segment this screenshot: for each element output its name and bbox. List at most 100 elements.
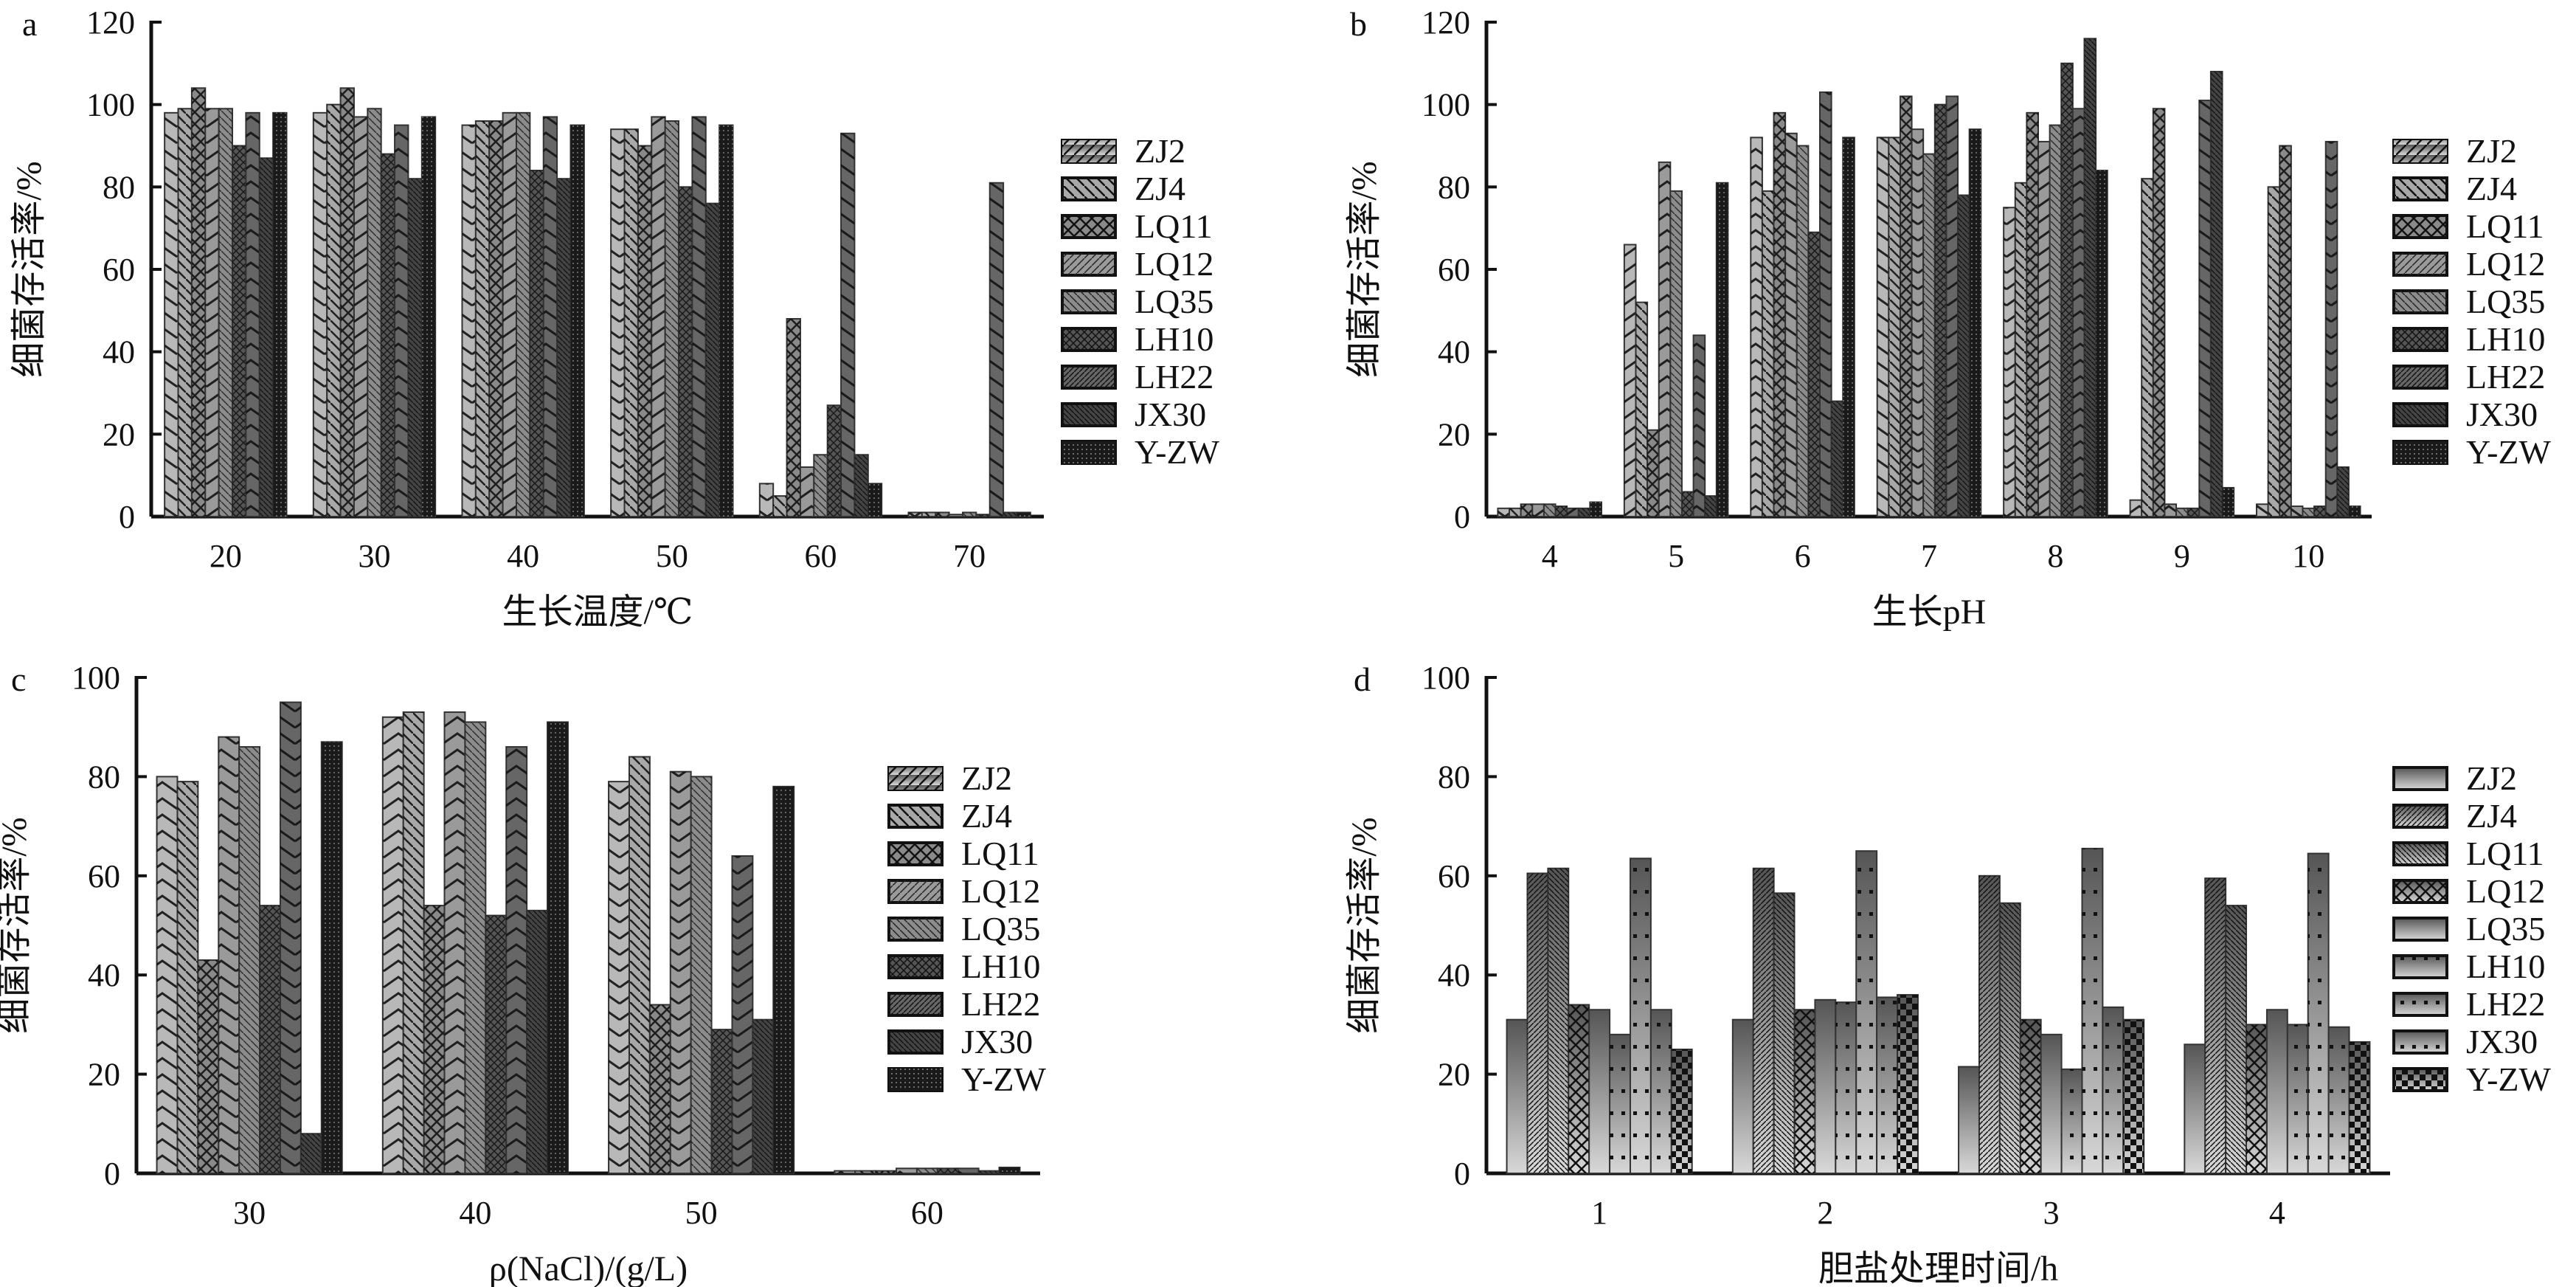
y-tick-label: 60 bbox=[1438, 252, 1470, 288]
bar-pattern bbox=[876, 1170, 897, 1173]
bar-pattern bbox=[732, 855, 753, 1173]
x-tick-label: 40 bbox=[507, 538, 539, 574]
bar-pattern bbox=[1831, 401, 1843, 517]
bar-pattern bbox=[1808, 232, 1820, 517]
y-tick-label: 100 bbox=[72, 660, 120, 696]
legend-label: LH22 bbox=[2466, 358, 2545, 396]
y-tick-label: 20 bbox=[1438, 416, 1470, 452]
legend-label: JX30 bbox=[2466, 396, 2538, 433]
bar-pattern bbox=[854, 455, 868, 517]
x-tick-label: 9 bbox=[2174, 538, 2190, 574]
bar-pattern bbox=[530, 170, 544, 517]
bar-pattern bbox=[1705, 496, 1717, 517]
legend-label: LQ35 bbox=[2466, 910, 2545, 948]
bar-pattern bbox=[916, 1168, 938, 1173]
legend-swatch-pattern bbox=[2394, 253, 2447, 275]
y-tick-label: 60 bbox=[1438, 858, 1470, 894]
bar-pattern bbox=[2349, 1041, 2370, 1173]
y-tick-label: 0 bbox=[1454, 499, 1470, 535]
x-tick-label: 7 bbox=[1921, 538, 1937, 574]
bar-pattern bbox=[502, 112, 516, 517]
bar-pattern bbox=[935, 512, 949, 517]
bar-pattern bbox=[1578, 508, 1590, 517]
bar-pattern bbox=[205, 108, 219, 517]
bar-pattern bbox=[1509, 508, 1521, 517]
y-tick-label: 80 bbox=[1438, 759, 1470, 795]
bar-pattern bbox=[2287, 1024, 2308, 1173]
bar-pattern bbox=[2325, 141, 2338, 517]
bar-pattern bbox=[1555, 506, 1568, 517]
y-tick-label: 100 bbox=[86, 87, 135, 123]
bar-pattern bbox=[1003, 512, 1017, 517]
y-tick-label: 40 bbox=[88, 957, 120, 993]
bar-pattern bbox=[1630, 858, 1651, 1173]
bar-pattern bbox=[2130, 500, 2142, 517]
legend-swatch-pattern bbox=[1062, 253, 1115, 275]
bar-pattern bbox=[1647, 429, 1659, 517]
legend-swatch-pattern bbox=[2394, 1031, 2447, 1053]
bar-lq35 bbox=[2265, 1009, 2288, 1174]
bar-pattern bbox=[1548, 868, 1569, 1173]
bar-pattern bbox=[2257, 504, 2268, 517]
x-tick-label: 3 bbox=[2043, 1195, 2060, 1231]
y-tick-label: 100 bbox=[1422, 87, 1470, 123]
legend-label: JX30 bbox=[961, 1023, 1033, 1060]
bar-pattern bbox=[2164, 504, 2177, 517]
bar-pattern bbox=[1934, 104, 1947, 517]
legend-label: ZJ4 bbox=[2466, 797, 2517, 835]
legend-swatch-lq35 bbox=[2392, 917, 2448, 942]
bar-pattern bbox=[773, 496, 787, 517]
y-tick-label: 120 bbox=[86, 4, 135, 41]
bar-pattern bbox=[353, 117, 368, 517]
bar-pattern bbox=[2142, 179, 2153, 517]
bar-pattern bbox=[506, 747, 527, 1173]
legend-label: LQ12 bbox=[2466, 245, 2545, 283]
bar-pattern bbox=[1590, 502, 1602, 517]
bar-pattern bbox=[759, 483, 774, 517]
legend-swatch-pattern bbox=[2394, 404, 2447, 426]
bar-pattern bbox=[2246, 1024, 2267, 1173]
bar-pattern bbox=[1532, 504, 1544, 517]
bar-pattern bbox=[1856, 851, 1877, 1173]
legend-label: ZJ4 bbox=[2466, 170, 2517, 207]
x-tick-label: 4 bbox=[1542, 538, 1558, 574]
legend-label: LQ11 bbox=[1135, 207, 1213, 245]
bar-pattern bbox=[978, 1170, 1000, 1173]
legend-swatch-pattern bbox=[889, 805, 942, 827]
bar-pattern bbox=[1969, 129, 1981, 517]
legend-label: ZJ4 bbox=[1135, 170, 1185, 207]
bar-pattern bbox=[827, 405, 842, 517]
bar-pattern bbox=[692, 117, 706, 517]
bar-pattern bbox=[1762, 190, 1774, 517]
legend-label: LQ12 bbox=[961, 872, 1040, 910]
legend-swatch-pattern bbox=[2394, 366, 2447, 388]
bar-pattern bbox=[444, 712, 465, 1173]
bar-pattern bbox=[2176, 508, 2188, 517]
bar-pattern bbox=[841, 133, 855, 517]
legend-swatch-pattern bbox=[889, 956, 942, 978]
bar-pattern bbox=[2038, 141, 2050, 517]
bar-pattern bbox=[1753, 868, 1774, 1173]
panel-letter: c bbox=[11, 660, 26, 698]
bar-pattern bbox=[156, 776, 178, 1173]
x-tick-label: 50 bbox=[656, 538, 688, 574]
x-tick-label: 50 bbox=[685, 1195, 718, 1231]
legend-label: LQ11 bbox=[2466, 207, 2544, 245]
bar-pattern bbox=[340, 88, 354, 517]
bar-pattern bbox=[814, 455, 828, 517]
bar-pattern bbox=[1785, 133, 1797, 517]
bar-pattern bbox=[421, 117, 436, 517]
bar-pattern bbox=[321, 742, 342, 1173]
legend-label: LH10 bbox=[961, 948, 1040, 985]
bar-pattern bbox=[465, 722, 486, 1173]
bar-pattern bbox=[679, 187, 693, 517]
bar-pattern bbox=[367, 108, 381, 517]
y-axis-title: 细菌存活率/% bbox=[1345, 817, 1384, 1033]
legend-swatch-pattern bbox=[2394, 956, 2447, 978]
legend-swatch-pattern bbox=[2394, 993, 2447, 1015]
bar-pattern bbox=[198, 960, 219, 1173]
bar-pattern bbox=[1520, 504, 1533, 517]
legend-swatch-pattern bbox=[2394, 880, 2447, 903]
legend-label: LQ12 bbox=[1135, 245, 1213, 283]
